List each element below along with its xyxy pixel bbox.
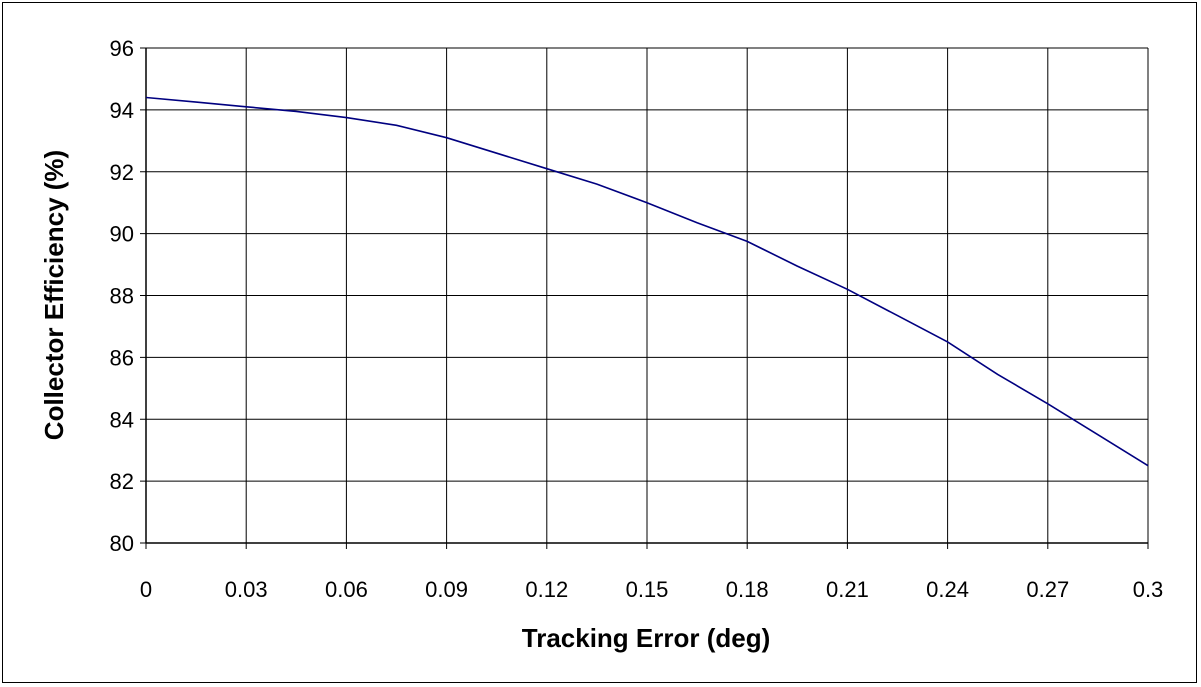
y-tick-label: 90 — [110, 222, 134, 247]
x-tick-label: 0.06 — [325, 577, 368, 602]
x-tick-label: 0.27 — [1026, 577, 1069, 602]
x-tick-label: 0.15 — [626, 577, 669, 602]
x-tick-label: 0.3 — [1133, 577, 1164, 602]
y-tick-label: 94 — [110, 98, 134, 123]
x-tick-label: 0.12 — [525, 577, 568, 602]
x-tick-label: 0.21 — [826, 577, 869, 602]
y-tick-label: 92 — [110, 160, 134, 185]
x-tick-label: 0.18 — [726, 577, 769, 602]
y-tick-label: 80 — [110, 531, 134, 556]
y-tick-label: 84 — [110, 407, 134, 432]
y-tick-label: 86 — [110, 345, 134, 370]
y-axis-title: Collector Efficiency (%) — [39, 150, 69, 440]
y-tick-label: 96 — [110, 36, 134, 61]
series-layer — [145, 96, 1149, 467]
x-tick-label: 0.09 — [425, 577, 468, 602]
grid-lines — [145, 47, 1149, 544]
y-tick-label: 82 — [110, 469, 134, 494]
efficiency-series-line — [145, 96, 1149, 467]
x-tick-label: 0.24 — [926, 577, 969, 602]
x-axis-title: Tracking Error (deg) — [522, 623, 771, 653]
tick-labels: 80 82 84 86 88 90 92 94 96 0 0.03 0.06 0.09 0.12 0.15 0… — [110, 36, 1164, 602]
y-tick-label: 88 — [110, 284, 134, 309]
x-tick-label: 0 — [140, 577, 152, 602]
axes — [140, 47, 1149, 549]
x-tick-label: 0.03 — [225, 577, 268, 602]
